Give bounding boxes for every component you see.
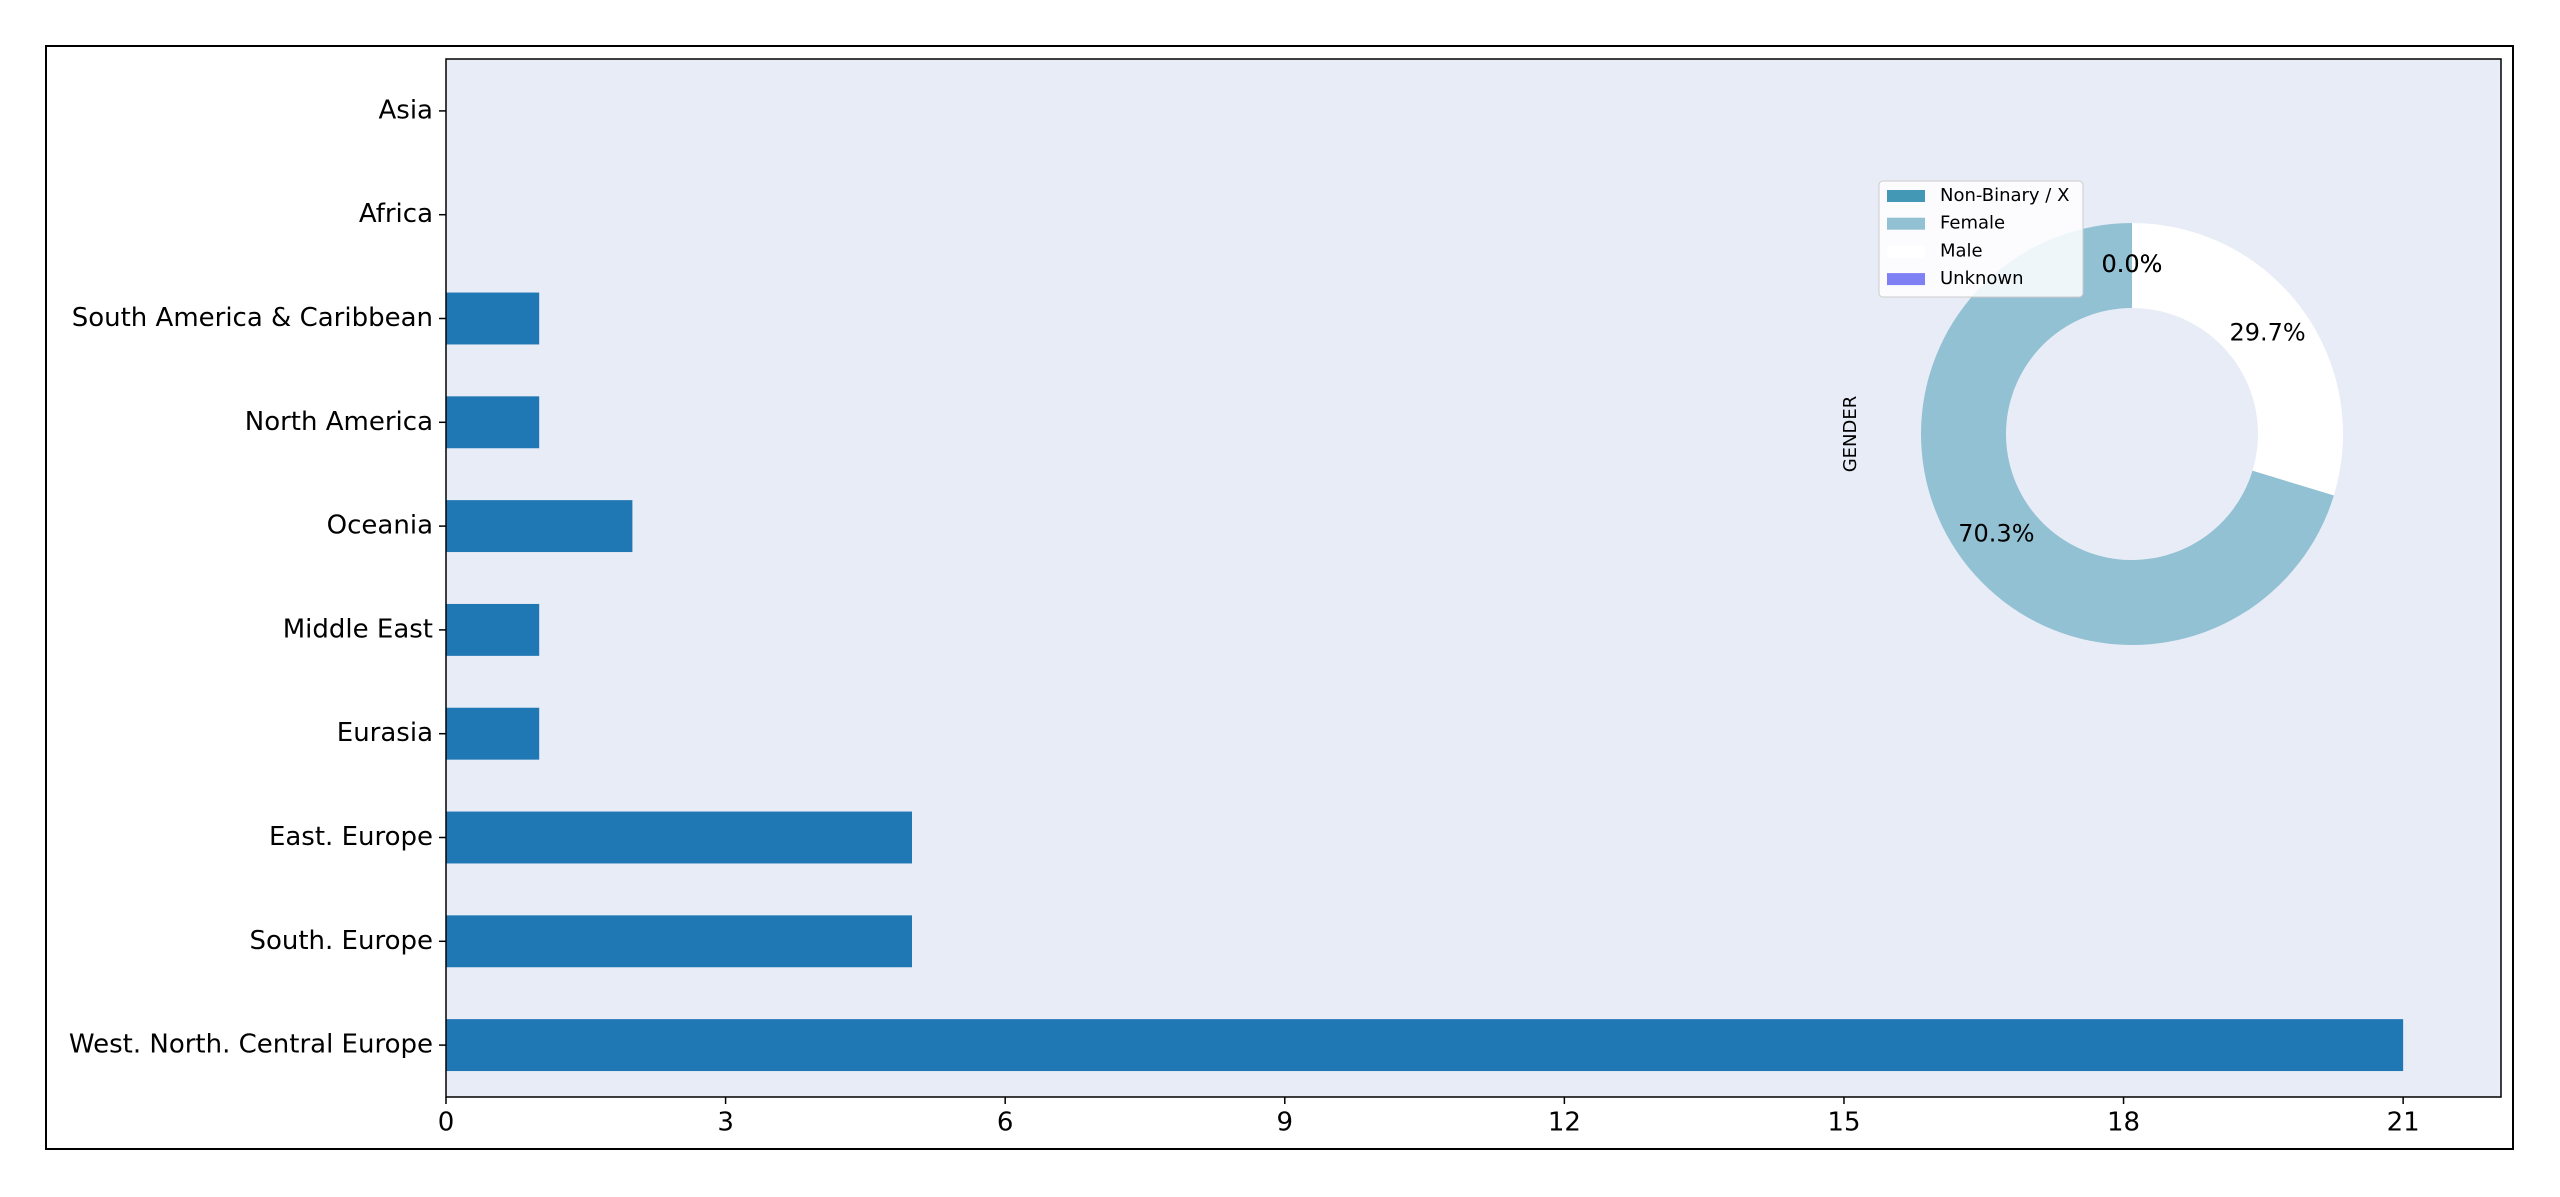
legend-label: Non-Binary / X — [1940, 185, 2069, 206]
bar — [446, 915, 912, 968]
figure-border — [45, 45, 2514, 1150]
bar — [446, 1019, 2404, 1072]
slice-label: 0.0% — [2102, 250, 2163, 278]
bar — [446, 500, 633, 553]
x-tick-label: 18 — [2107, 1108, 2140, 1138]
bar — [446, 396, 540, 449]
legend-swatch — [1887, 217, 1925, 230]
pie-label: GENDER — [1840, 396, 1861, 473]
x-tick-label: 0 — [438, 1108, 455, 1138]
donut-slice — [1921, 223, 2334, 645]
slice-label: 29.7% — [2229, 318, 2305, 346]
y-tick-label: Africa — [359, 199, 433, 229]
y-tick-label: East. Europe — [269, 822, 433, 852]
slice-label: 70.3% — [1958, 520, 2034, 548]
x-tick-label: 3 — [717, 1108, 734, 1138]
legend-swatch — [1887, 273, 1925, 286]
y-tick-label: South. Europe — [249, 926, 433, 956]
legend-swatch — [1887, 190, 1925, 202]
legend-label: Male — [1940, 240, 1983, 261]
x-tick-label: 15 — [1827, 1108, 1860, 1138]
y-tick-label: South America & Caribbean — [72, 303, 433, 333]
x-tick-label: 6 — [997, 1108, 1014, 1138]
y-tick-label: Middle East — [283, 614, 433, 644]
x-tick-label: 12 — [1548, 1108, 1581, 1138]
x-tick-label: 21 — [2387, 1108, 2420, 1138]
legend-box — [1878, 180, 2084, 298]
bar — [446, 707, 540, 760]
y-tick-label: North America — [245, 407, 433, 437]
y-tick-label: West. North. Central Europe — [69, 1030, 433, 1060]
legend-swatch — [1887, 245, 1925, 258]
legend-label: Female — [1940, 213, 2005, 234]
y-tick-label: Oceania — [327, 511, 433, 541]
legend-label: Unknown — [1940, 268, 2024, 289]
x-tick-label: 9 — [1277, 1108, 1294, 1138]
plot-frame — [445, 58, 2502, 1098]
bar — [446, 292, 540, 345]
bar — [446, 811, 912, 864]
bar — [446, 603, 540, 656]
legend: Non-Binary / X Female Male Unknown — [1878, 180, 2084, 298]
donut-slice — [2132, 223, 2343, 496]
y-tick-label: Eurasia — [337, 718, 433, 748]
y-tick-label: Asia — [379, 95, 434, 125]
slice-label: 0.0% — [2102, 250, 2163, 278]
